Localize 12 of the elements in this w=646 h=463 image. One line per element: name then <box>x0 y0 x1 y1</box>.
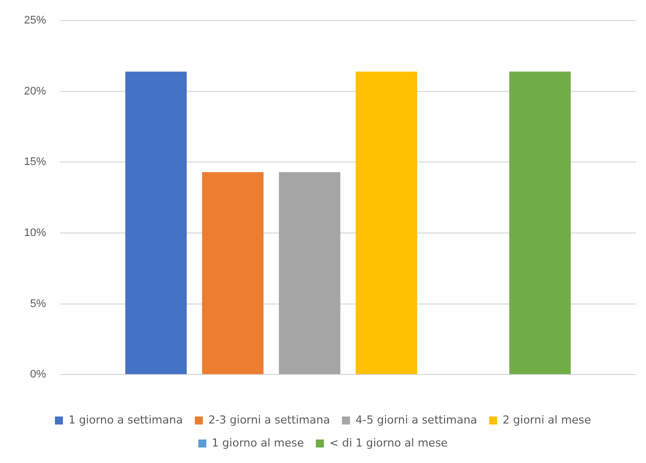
legend-label: 2 giorni al mese <box>502 413 592 426</box>
y-tick-label: 20% <box>24 85 46 98</box>
y-tick-label: 15% <box>24 156 46 168</box>
legend-label: 2-3 giorni a settimana <box>208 413 330 426</box>
y-tick-label: 0% <box>30 368 46 381</box>
legend-label: < di 1 giorno al mese <box>329 436 448 450</box>
y-tick-label: 5% <box>30 298 46 310</box>
legend-label: 1 giorno al mese <box>212 436 304 450</box>
legend-label: 1 giorno a settimana <box>68 413 183 426</box>
y-tick-label: 10% <box>24 227 46 240</box>
y-tick-label: 25% <box>24 14 46 27</box>
legend-label: 4-5 giorni a settimana <box>355 413 478 426</box>
